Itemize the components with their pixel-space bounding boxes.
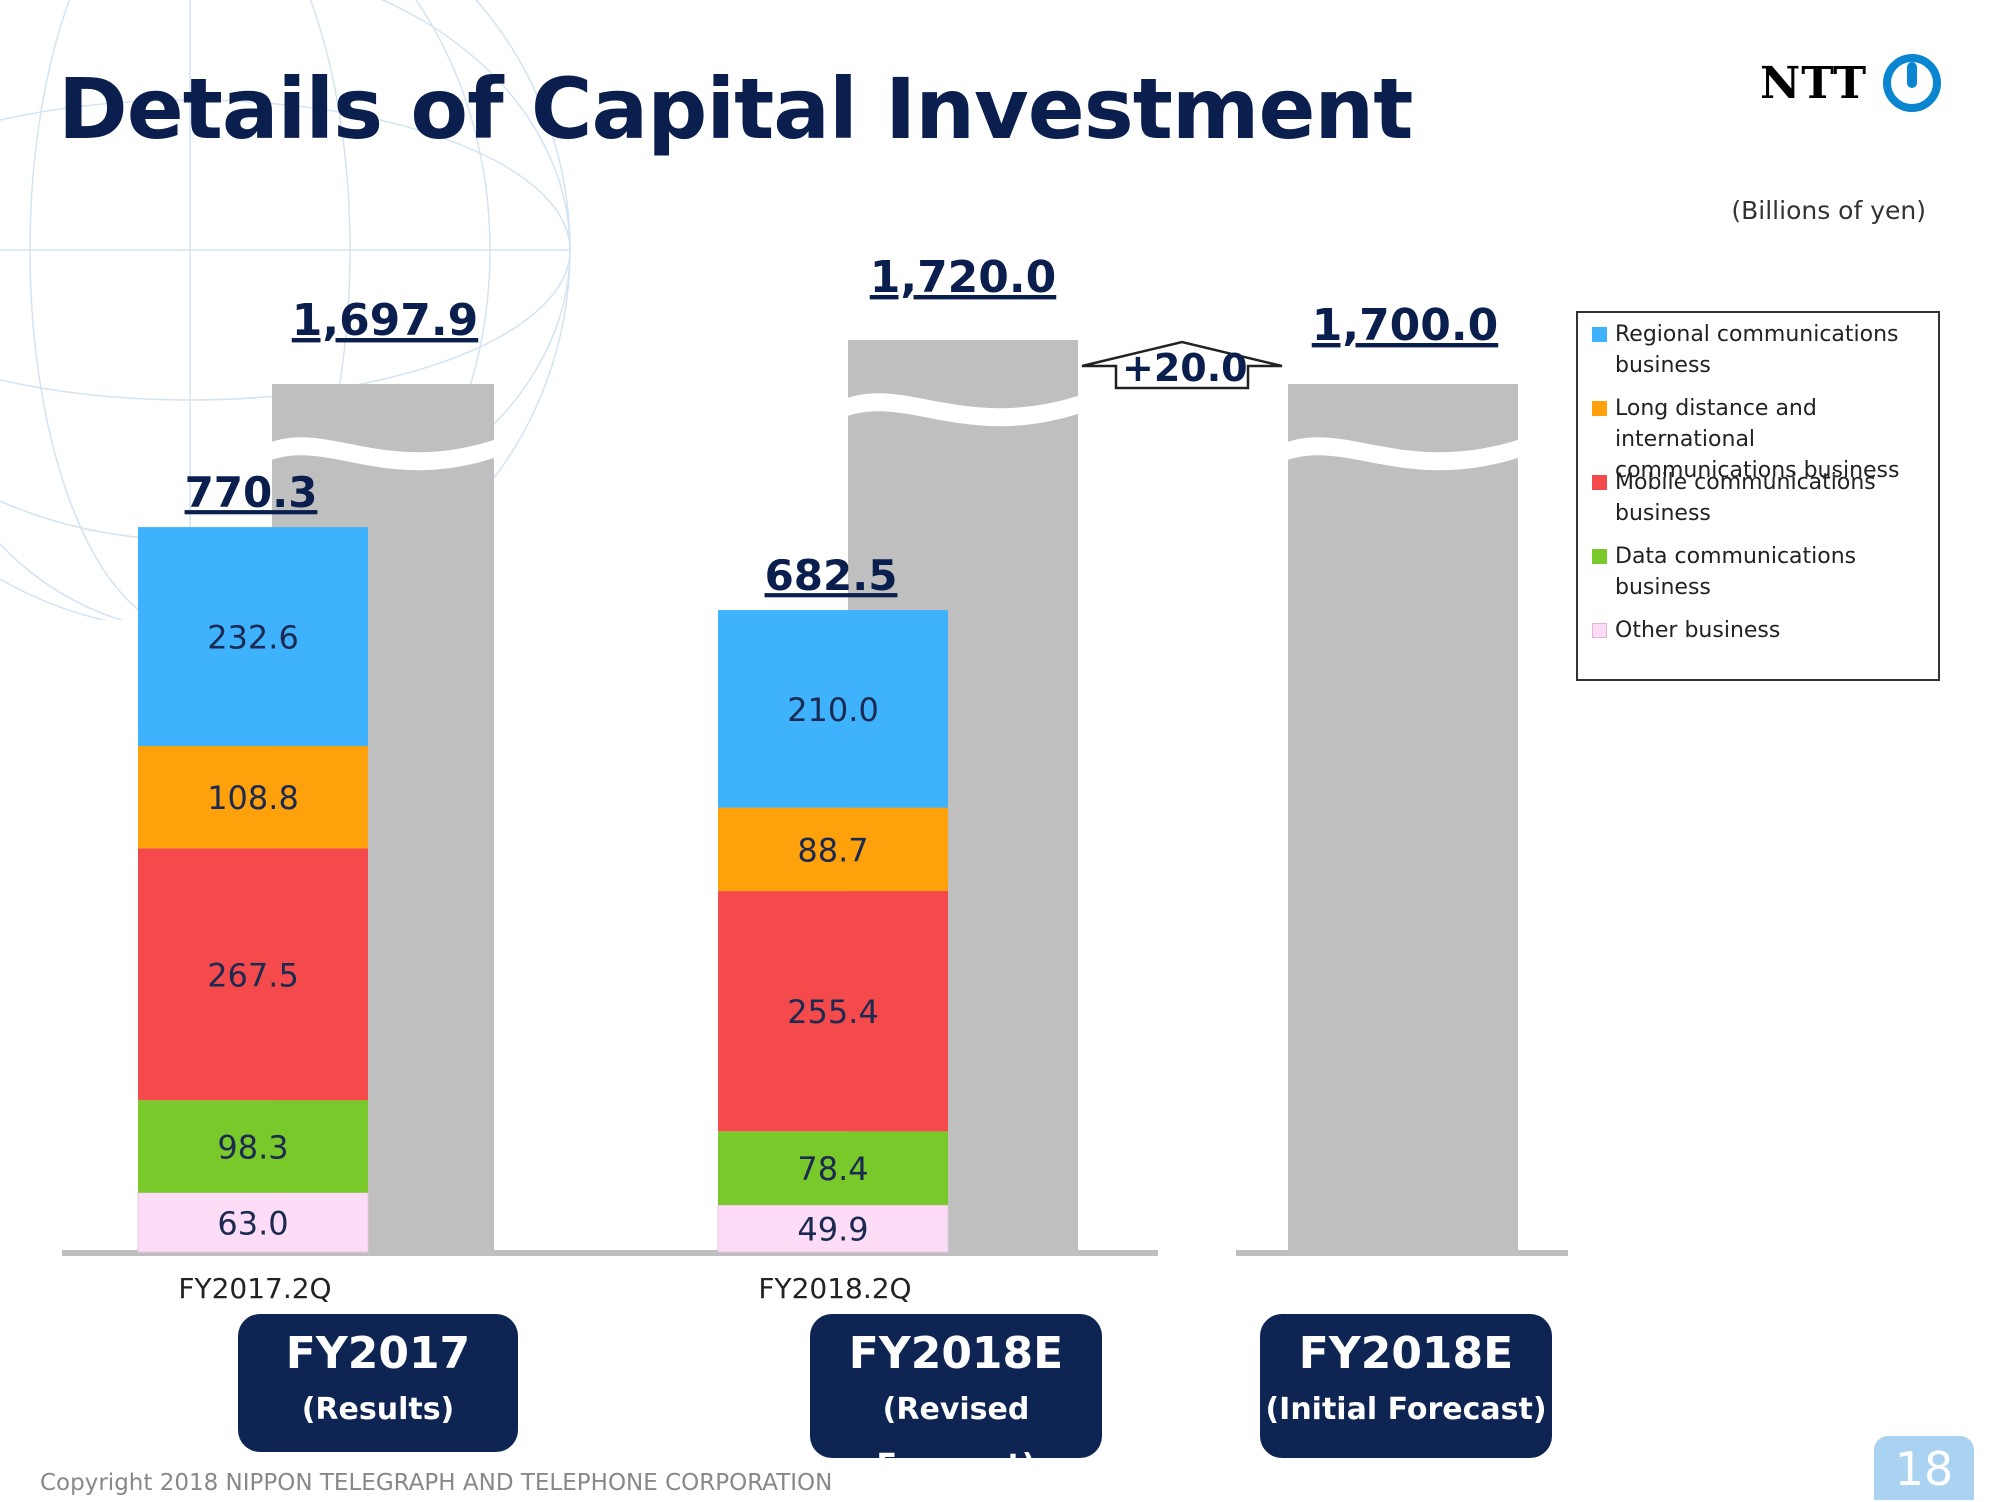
stacked-bar-segment (138, 746, 368, 849)
stacked-bar-segment (138, 848, 368, 1101)
legend-label: Other business (1615, 618, 1781, 643)
full-year-total-label: 1,697.9 (292, 295, 479, 346)
segment-value-label: 108.8 (207, 779, 299, 817)
half-year-total-label: 682.5 (765, 551, 898, 600)
category-label: FY2017.2Q (178, 1272, 331, 1305)
legend-swatch (1592, 549, 1607, 564)
stacked-bar-segment (137, 1192, 369, 1253)
segment-value-label: 232.6 (207, 619, 299, 657)
segment-value-label: 88.7 (797, 831, 868, 869)
page-title: Details of Capital Investment (58, 60, 1413, 158)
legend-swatch (1592, 327, 1607, 342)
legend-item: Mobile communications business (1592, 467, 1932, 529)
segment-value-label: 255.4 (787, 993, 879, 1031)
period-label: FY2017 (285, 1328, 471, 1379)
legend-label: Mobile communications business (1615, 470, 1876, 526)
unit-label: (Billions of yen) (1731, 196, 1926, 225)
legend-item: Long distance and international communic… (1592, 393, 1932, 486)
axis-break (266, 437, 500, 471)
baseline (62, 1250, 1158, 1256)
legend-swatch (1592, 475, 1607, 490)
period-box-fy2018e-revised: FY2018E (Revised Forecast) (810, 1314, 1102, 1483)
ntt-logo: NTT (1760, 52, 1943, 114)
axis-break (842, 393, 1084, 427)
full-year-bar (1288, 384, 1518, 1252)
stacked-bar-segment (718, 807, 948, 892)
legend-swatch (1592, 623, 1607, 638)
stacked-bar-segment (718, 1131, 948, 1206)
copyright-footer: Copyright 2018 NIPPON TELEGRAPH AND TELE… (40, 1470, 833, 1496)
segment-value-label: 78.4 (797, 1150, 868, 1188)
stacked-bar-segment (718, 610, 948, 808)
increase-arrow (1081, 340, 1283, 390)
axis-break (1282, 437, 1524, 471)
page-number: 18 (1874, 1436, 1974, 1500)
legend-item: Data communications business (1592, 541, 1932, 603)
legend-label: Regional communications business (1615, 322, 1899, 378)
legend-label: Data communications business (1615, 544, 1857, 600)
segment-value-label: 63.0 (217, 1204, 288, 1242)
segment-value-label: 98.3 (217, 1128, 288, 1166)
stacked-bar-segment (138, 1100, 368, 1193)
period-label: FY2018E (848, 1328, 1064, 1379)
period-sublabel: (Results) (301, 1392, 455, 1427)
half-year-total-label: 770.3 (185, 468, 318, 517)
stacked-bar-segment (138, 527, 368, 747)
segment-value-label: 210.0 (787, 691, 879, 729)
full-year-total-label: 1,700.0 (1312, 300, 1499, 351)
category-label: FY2018.2Q (758, 1272, 911, 1305)
legend-item: Other business (1592, 615, 1932, 646)
legend: Regional communications business Long di… (1576, 311, 1940, 681)
logo-text: NTT (1760, 57, 1868, 109)
legend-swatch (1592, 401, 1607, 416)
period-box-fy2018e-initial: FY2018E (Initial Forecast) (1260, 1314, 1552, 1458)
ntt-swirl-icon (1883, 54, 1942, 112)
baseline (1236, 1250, 1568, 1256)
period-sublabel: (Initial Forecast) (1265, 1392, 1547, 1427)
segment-value-label: 267.5 (207, 956, 299, 994)
stacked-bar-segment (717, 1204, 949, 1253)
period-sublabel: (Revised Forecast) (876, 1392, 1036, 1483)
segment-value-label: 49.9 (797, 1211, 868, 1249)
period-box-fy2017: FY2017 (Results) (238, 1314, 518, 1452)
legend-label: Long distance and international communic… (1615, 396, 1900, 483)
full-year-total-label: 1,720.0 (870, 252, 1057, 303)
globe-background (0, 0, 571, 620)
stacked-bar-segment (718, 891, 948, 1132)
period-label: FY2018E (1298, 1328, 1514, 1379)
legend-item: Regional communications business (1592, 319, 1932, 381)
delta-label: +20.0 (1122, 346, 1248, 390)
